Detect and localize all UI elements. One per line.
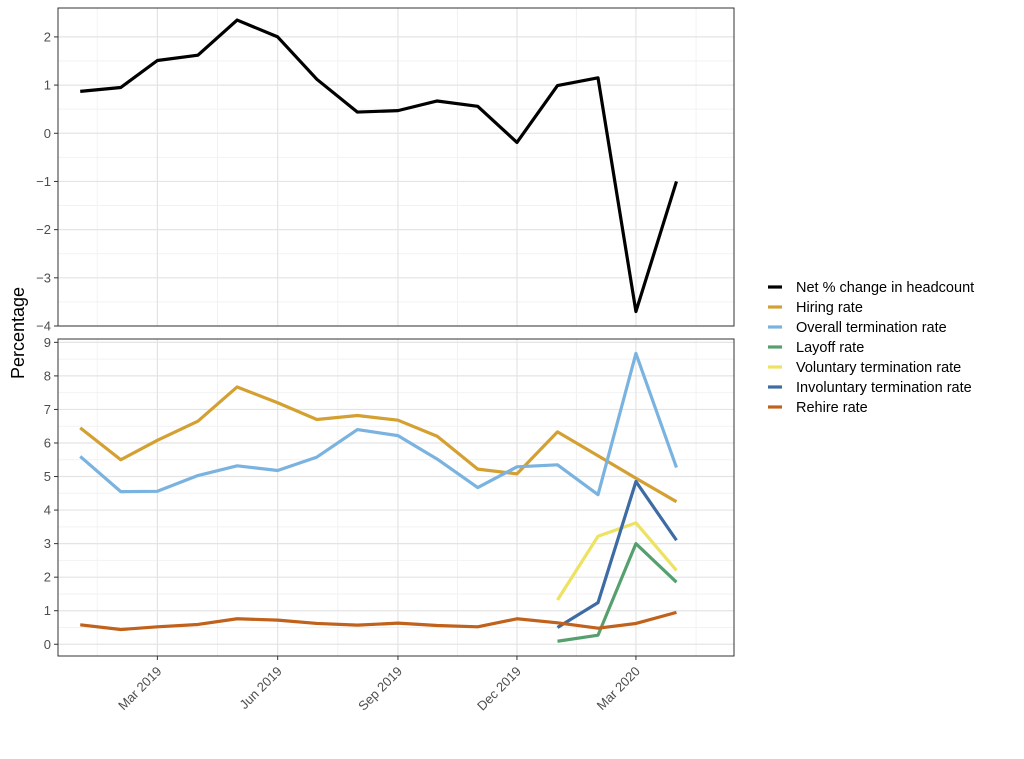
- y-tick-label: 2: [44, 29, 51, 44]
- y-tick-label: 0: [44, 126, 51, 141]
- y-tick-label: 8: [44, 368, 51, 383]
- legend-item-overall-termination-rate: Overall termination rate: [768, 320, 947, 336]
- series-line-involuntary-termination-rate: [556, 479, 678, 629]
- y-tick-label: 1: [44, 603, 51, 618]
- legend-label: Layoff rate: [796, 340, 864, 356]
- legend-label: Net % change in headcount: [796, 280, 974, 296]
- legend-item-voluntary-termination-rate: Voluntary termination rate: [768, 360, 961, 376]
- top-panel: 2 1 0 −1 −2 −3 −4: [36, 7, 735, 334]
- y-tick-label: −3: [36, 270, 51, 285]
- series-line-net-pct-change-in-headcount: [80, 18, 678, 314]
- panel-border: [57, 7, 735, 327]
- y-tick-label: 3: [44, 536, 51, 551]
- panel-background: [58, 339, 734, 656]
- series-line-voluntary-termination-rate: [556, 521, 678, 601]
- legend-item-layoff-rate: Layoff rate: [768, 340, 864, 356]
- legend-item-net-pct-change-in-headcount: Net % change in headcount: [768, 280, 974, 296]
- legend-label: Hiring rate: [796, 300, 863, 316]
- legend-label: Rehire rate: [796, 400, 868, 416]
- series-line-overall-termination-rate: [79, 351, 678, 497]
- y-tick-label: 1: [44, 78, 51, 93]
- legend-item-involuntary-termination-rate: Involuntary termination rate: [768, 380, 972, 396]
- series-line-layoff-rate: [557, 542, 678, 643]
- legend: Net % change in headcount Hiring rate Over…: [768, 280, 974, 416]
- panel-border: [57, 338, 735, 657]
- y-tick-label: −4: [36, 319, 51, 334]
- y-tick-label: 7: [44, 402, 51, 417]
- y-tick-label: −1: [36, 174, 51, 189]
- bottom-panel: 9 8 7 6 5 4 3 2 1 0: [44, 335, 735, 657]
- y-tick-label: 6: [44, 435, 51, 450]
- y-tick-label: −2: [36, 222, 51, 237]
- y-axis-title: Percentage: [8, 287, 28, 379]
- y-tick-label: 9: [44, 335, 51, 350]
- y-tick-label: 4: [44, 503, 51, 518]
- legend-item-rehire-rate: Rehire rate: [768, 400, 868, 416]
- legend-item-hiring-rate: Hiring rate: [768, 300, 863, 316]
- y-tick-label: 0: [44, 637, 51, 652]
- series-line-hiring-rate: [79, 385, 678, 504]
- legend-label: Involuntary termination rate: [796, 380, 972, 396]
- y-tick-label: 5: [44, 469, 51, 484]
- series-line-rehire-rate: [80, 610, 677, 632]
- legend-label: Overall termination rate: [796, 320, 947, 336]
- legend-label: Voluntary termination rate: [796, 360, 961, 376]
- y-tick-label: 2: [44, 570, 51, 585]
